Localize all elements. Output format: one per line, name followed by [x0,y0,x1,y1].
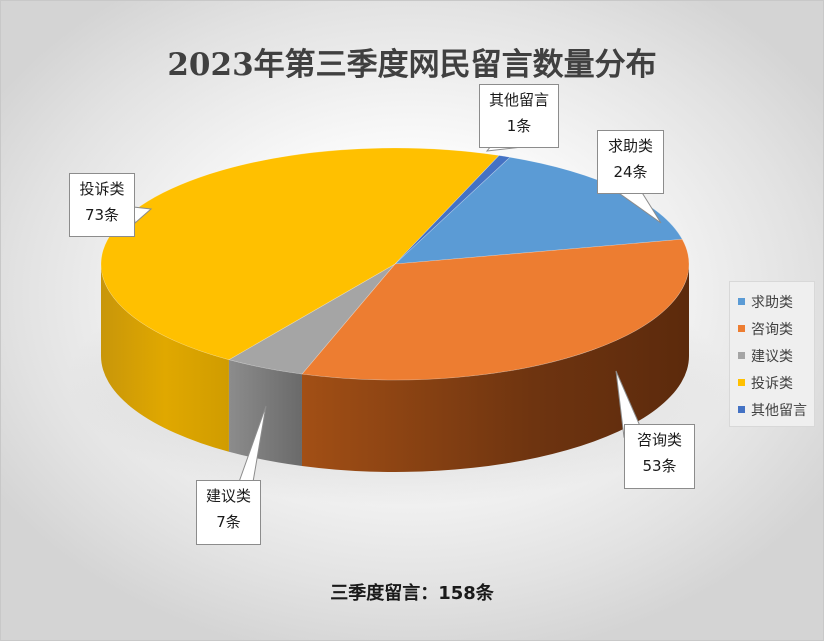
data-label-投诉类: 投诉类 73条 [69,173,135,237]
data-label-name: 咨询类 [636,431,682,449]
legend-swatch [738,352,745,359]
data-label-value: 7条 [216,513,241,531]
legend-label: 投诉类 [751,375,793,392]
legend-label: 建议类 [751,348,793,365]
data-label-value: 1条 [506,117,532,135]
pie-side-咨询类 [301,264,689,473]
footer-total: 三季度留言：158条 [330,583,494,604]
data-label-value: 24条 [613,163,648,181]
pie-slice-建议类 [228,263,396,375]
data-label-求助类: 求助类 24条 [597,130,664,194]
legend-label: 求助类 [751,294,793,311]
legend-label: 其他留言 [751,402,807,419]
legend-swatch [738,406,745,413]
pie-leader-lines [132,145,662,483]
chart-legend: 求助类 咨询类 建议类 投诉类 其他留言 [729,281,815,427]
chart-title: 2023年第三季度网民留言数量分布 [167,47,657,83]
data-label-建议类: 建议类 7条 [196,480,261,545]
data-label-name: 求助类 [607,137,653,155]
pie-side-投诉类 [101,264,229,452]
pie-slice-其他留言 [394,155,511,265]
data-label-咨询类: 咨询类 53条 [624,424,695,489]
data-label-name: 建议类 [205,487,251,505]
pie-side-建议类 [228,359,302,467]
data-label-其他留言: 其他留言 1条 [479,84,559,148]
legend-item: 咨询类 [730,315,814,342]
data-label-value: 53条 [642,457,677,475]
pie-top [100,147,690,381]
legend-item: 其他留言 [730,396,814,423]
data-label-name: 投诉类 [79,180,125,198]
legend-item: 建议类 [730,342,814,369]
legend-item: 求助类 [730,288,814,315]
legend-swatch [738,298,745,305]
pie-sides [101,264,689,473]
data-label-value: 73条 [84,206,120,224]
pie-slice-咨询类 [301,238,690,381]
legend-item: 投诉类 [730,369,814,396]
legend-label: 咨询类 [751,321,793,338]
data-label-name: 其他留言 [488,91,549,109]
legend-swatch [738,379,745,386]
legend-swatch [738,325,745,332]
